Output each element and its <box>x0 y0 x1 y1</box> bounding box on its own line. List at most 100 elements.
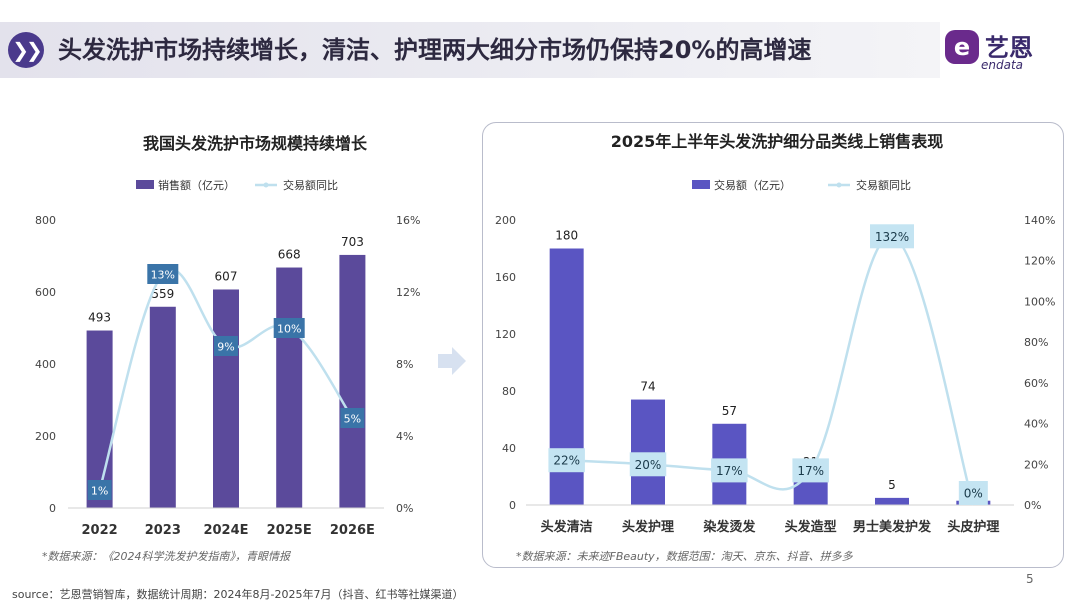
yoy-label-box <box>340 408 365 428</box>
x-tick-label: 头发造型 <box>785 519 837 535</box>
yoy-label-box <box>548 448 585 473</box>
x-tick-label: 男士美发护发 <box>853 519 932 535</box>
legend-line-marker <box>263 182 269 188</box>
x-tick-label: 头发清洁 <box>541 519 593 535</box>
bar <box>276 267 303 508</box>
yoy-label: 17% <box>797 464 824 478</box>
bar-value-label: 703 <box>341 235 364 249</box>
y-right-tick-label: 120% <box>1024 255 1055 268</box>
title-bar <box>0 22 940 78</box>
yoy-label-box <box>273 318 305 338</box>
bar <box>149 306 176 508</box>
yoy-label: 5% <box>344 413 361 426</box>
y-left-tick-label: 800 <box>35 214 56 227</box>
legend-line-label: 交易额同比 <box>856 178 911 192</box>
yoy-label: 1% <box>91 485 108 498</box>
logo-cn: 艺恩 <box>985 34 1033 62</box>
x-tick-label: 头发护理 <box>622 519 674 535</box>
y-right-tick-label: 20% <box>1024 458 1048 471</box>
right-panel-frame <box>482 122 1064 568</box>
yoy-label: 13% <box>151 269 175 282</box>
y-left-tick-label: 400 <box>35 358 56 371</box>
y-right-tick-label: 0% <box>1024 499 1041 512</box>
yoy-label-box <box>792 458 829 483</box>
yoy-label: 22% <box>553 454 580 468</box>
bar <box>86 330 113 508</box>
yoy-line <box>566 235 975 506</box>
logo-en: endata <box>981 58 1024 72</box>
x-tick-label: 2023 <box>145 523 181 538</box>
yoy-label: 20% <box>635 458 662 472</box>
y-left-tick-label: 0 <box>49 502 56 515</box>
y-right-tick-label: 100% <box>1024 295 1055 308</box>
source-footnote: source：艺恩营销智库，数据统计周期：2024年8月-2025年7月（抖音、… <box>12 588 464 601</box>
bar-value-label: 559 <box>151 287 174 301</box>
bar <box>213 289 239 508</box>
x-tick-label: 2025E <box>267 523 312 538</box>
x-tick-label: 2022 <box>82 523 118 538</box>
yoy-label: 9% <box>217 341 234 354</box>
legend-bar-swatch <box>136 180 154 189</box>
x-tick-label: 染发烫发 <box>702 519 756 535</box>
bar-value-label: 5 <box>888 478 896 492</box>
y-left-tick-label: 200 <box>35 430 56 443</box>
yoy-line <box>98 268 354 491</box>
page-title: 头发洗护市场持续增长，清洁、护理两大细分市场仍保持20%的高增速 <box>58 36 812 64</box>
y-right-tick-label: 16% <box>396 214 420 227</box>
y-right-tick-label: 140% <box>1024 214 1055 227</box>
y-right-tick-label: 60% <box>1024 377 1048 390</box>
y-right-tick-label: 12% <box>396 286 420 299</box>
yoy-label-box <box>711 458 748 483</box>
left-data-source-note: *数据来源：《2024科学洗发护发指南》，青眼情报 <box>42 550 290 563</box>
page-number: 5 <box>1026 572 1034 586</box>
arrow-right-icon <box>438 347 466 375</box>
y-left-tick-label: 0 <box>509 499 516 512</box>
bar <box>631 399 665 505</box>
y-left-tick-label: 200 <box>495 214 516 227</box>
bar-value-label: 57 <box>722 404 737 418</box>
yoy-label-box <box>87 480 112 500</box>
endata-logo: e 艺恩 endata <box>945 28 1065 78</box>
yoy-label: 132% <box>875 230 909 244</box>
legend-bar-swatch <box>692 180 710 189</box>
yoy-label-box <box>870 224 914 249</box>
left-chart-title: 我国头发洗护市场规模持续增长 <box>142 134 367 153</box>
yoy-label: 0% <box>964 487 983 501</box>
bar-value-label: 74 <box>640 380 655 394</box>
bar <box>875 497 909 505</box>
y-right-tick-label: 80% <box>1024 336 1048 349</box>
legend-line-label: 交易额同比 <box>283 178 338 192</box>
right-data-source-note: *数据来源：未来迹FBeauty，数据范围：淘天、京东、抖音、拼多多 <box>516 550 853 563</box>
y-left-tick-label: 160 <box>495 271 516 284</box>
right-chart-title: 2025年上半年头发洗护细分品类线上销售表现 <box>610 132 944 151</box>
bar <box>339 254 366 508</box>
yoy-label-box <box>629 452 667 477</box>
y-left-tick-label: 120 <box>495 328 516 341</box>
yoy-label: 10% <box>277 323 301 336</box>
right-chart: 交易额（亿元） 交易额同比 0 40 80 120 160 200 0% 20% 40% 60% 80%… <box>495 178 1055 535</box>
y-right-tick-label: 0% <box>396 502 413 515</box>
y-left-tick-label: 600 <box>35 286 56 299</box>
y-left-tick-label: 80 <box>502 385 516 398</box>
x-tick-label: 2024E <box>203 523 248 538</box>
x-tick-label: 头皮护理 <box>947 519 999 535</box>
y-right-tick-label: 40% <box>1024 418 1048 431</box>
bar-value-label: 668 <box>278 248 301 262</box>
legend-bar-label: 交易额（亿元） <box>714 178 791 192</box>
yoy-label-box <box>147 264 179 284</box>
left-chart: 销售额（亿元） 交易额同比 0 200 400 600 800 0% 4% 8% 12% 16% 493… <box>35 178 420 538</box>
yoy-label-box <box>958 481 988 505</box>
y-right-tick-label: 4% <box>396 430 413 443</box>
bar-value-label: 607 <box>215 269 238 283</box>
x-tick-label: 2026E <box>330 523 375 538</box>
yoy-label: 17% <box>716 464 743 478</box>
logo-badge: e <box>945 30 979 64</box>
yoy-label-box <box>214 336 238 356</box>
y-left-tick-label: 40 <box>502 442 516 455</box>
y-right-tick-label: 8% <box>396 358 413 371</box>
double-chevron-right-icon: ❯❯ <box>8 32 44 68</box>
legend-line-marker <box>836 182 842 188</box>
legend-bar-label: 销售额（亿元） <box>158 178 235 192</box>
bar-value-label: 180 <box>555 229 578 243</box>
bar-value-label: 493 <box>88 311 111 325</box>
